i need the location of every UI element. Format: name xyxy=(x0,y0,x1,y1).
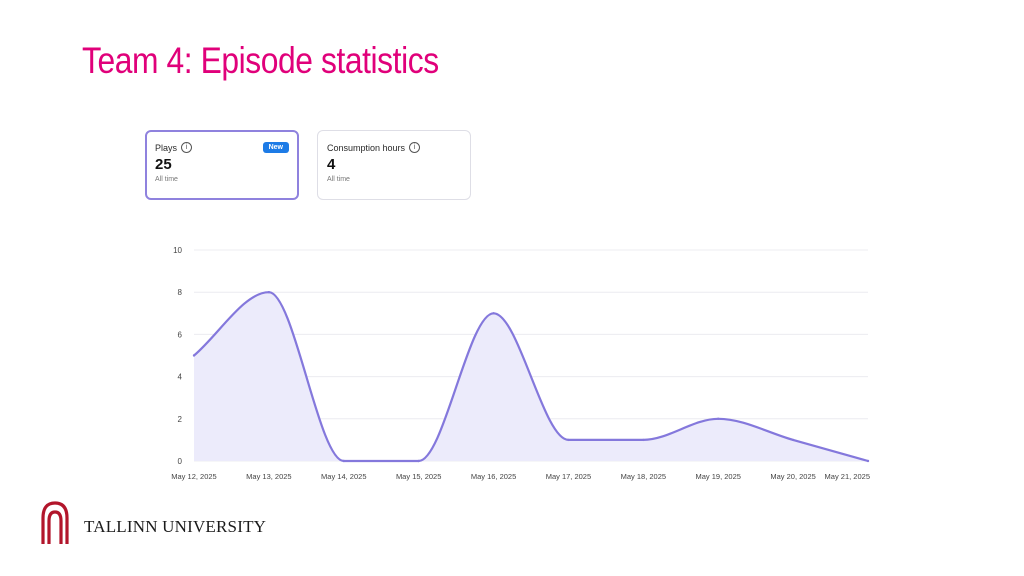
university-emblem-icon xyxy=(41,501,69,544)
x-tick-label: May 18, 2025 xyxy=(621,472,666,481)
data-point xyxy=(642,438,645,442)
x-tick-label: May 19, 2025 xyxy=(695,472,740,481)
plays-period: All time xyxy=(155,176,178,183)
plays-label: Plays xyxy=(155,142,178,153)
y-tick-label: 4 xyxy=(178,373,183,382)
x-tick-label: May 14, 2025 xyxy=(321,472,366,481)
data-point xyxy=(866,459,870,463)
data-point xyxy=(192,354,196,357)
plays-area-chart: 0 2 4 6 8 10 May 12, 2025 May 13, 2025 May 14, 2… xyxy=(171,246,870,481)
x-tick-label: May 13, 2025 xyxy=(246,472,291,481)
x-tick-label: May 17, 2025 xyxy=(546,472,591,481)
data-point xyxy=(342,459,345,463)
info-icon[interactable]: i xyxy=(409,142,421,153)
x-tick-label: May 16, 2025 xyxy=(471,472,516,481)
data-point xyxy=(492,312,495,315)
consumption-hours-period: All time xyxy=(327,176,350,183)
new-badge: New xyxy=(262,142,289,153)
university-name: TALLINN UNIVERSITY xyxy=(84,517,267,536)
series-line xyxy=(193,291,869,463)
y-tick-label: 0 xyxy=(178,457,183,466)
plays-card[interactable]: Plays i New 25 All time xyxy=(145,130,299,200)
data-point xyxy=(267,291,271,294)
y-tick-label: 6 xyxy=(178,330,183,339)
slide-title: Team 4: Episode statistics xyxy=(82,40,439,81)
data-point xyxy=(417,459,420,463)
university-logo: TALLINN UNIVERSITY xyxy=(40,500,266,546)
data-point xyxy=(791,438,795,442)
x-tick-label: May 20, 2025 xyxy=(770,472,815,481)
consumption-hours-value: 4 xyxy=(327,156,336,173)
x-tick-label: May 12, 2025 xyxy=(171,472,216,481)
data-point xyxy=(567,438,570,442)
y-tick-label: 8 xyxy=(178,288,183,297)
y-tick-label: 10 xyxy=(173,246,182,255)
consumption-hours-card[interactable]: Consumption hours i 4 All time xyxy=(317,130,471,200)
data-point xyxy=(717,417,720,420)
plays-value: 25 xyxy=(155,156,172,173)
x-tick-label: May 21, 2025 xyxy=(825,472,870,481)
info-icon[interactable]: i xyxy=(181,142,193,153)
x-tick-label: May 15, 2025 xyxy=(396,472,441,481)
series-area xyxy=(194,292,868,461)
consumption-hours-label: Consumption hours xyxy=(327,142,406,153)
y-tick-label: 2 xyxy=(178,415,183,424)
